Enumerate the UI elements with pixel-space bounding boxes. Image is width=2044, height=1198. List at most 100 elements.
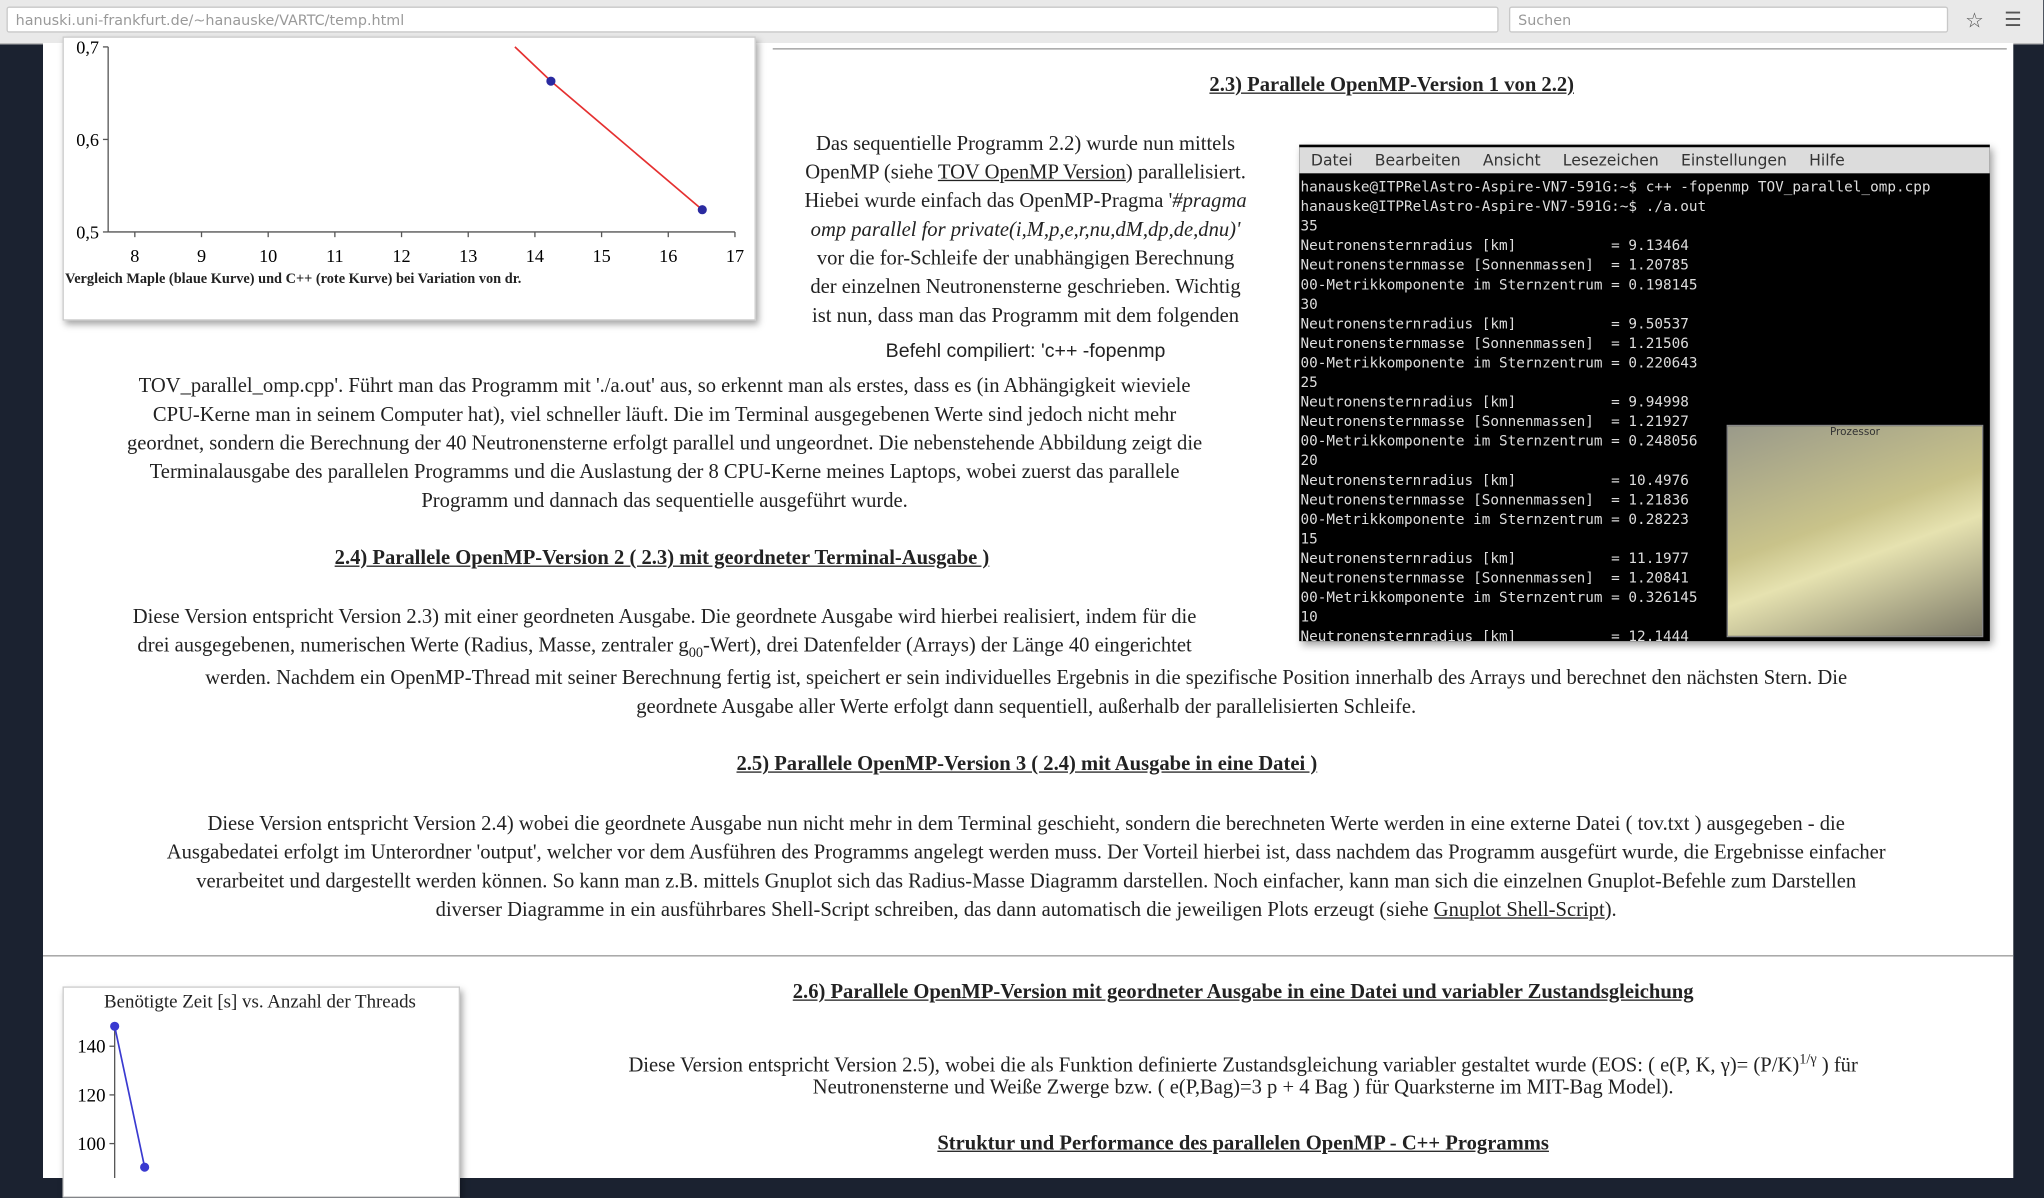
terminal-line: 00-Metrikkomponente im Sternzentrum = 0.… (1300, 510, 1688, 530)
text-line: der einzelnen Neutronensterne geschriebe… (765, 275, 1286, 301)
text-line: omp parallel for private(i,M,p,e,r,nu,dM… (765, 218, 1286, 244)
terminal-window: Datei Bearbeiten Ansicht Lesezeichen Einstel… (1299, 145, 1990, 641)
menu-item[interactable]: Lesezeichen (1563, 151, 1659, 169)
y-tick-label: 140 (77, 1037, 105, 1058)
x-tick-label: 15 (592, 246, 610, 266)
terminal-line: Neutronensternradius [km] = 12.1444 (1300, 627, 1688, 641)
text-line: CPU-Kerne man in seinem Computer hat), v… (46, 403, 1284, 429)
link[interactable]: Gnuplot Shell-Script (1434, 899, 1605, 921)
x-tick-label: 8 (130, 246, 139, 266)
terminal-line: Neutronensternradius [km] = 10.4976 (1300, 470, 1688, 490)
text-line: OpenMP (siehe TOV OpenMP Version) parall… (765, 160, 1286, 186)
stage: hanuski.uni-frankfurt.de/~hanauske/VARTC… (0, 0, 2043, 1178)
x-tick-label: 10 (259, 246, 277, 266)
terminal-line: 10 (1300, 607, 1317, 627)
italic-text: #pragma (1172, 190, 1246, 212)
terminal-line: Neutronensternradius [km] = 9.13464 (1300, 236, 1688, 256)
x-tick-label: 17 (726, 246, 744, 266)
text-line: Terminalausgabe des parallelen Programms… (46, 460, 1284, 486)
data-point (140, 1163, 149, 1172)
terminal-line: 00-Metrikkomponente im Sternzentrum = 0.… (1300, 431, 1697, 451)
subheading: Struktur und Performance des parallelen … (722, 1132, 1764, 1155)
terminal-line: Neutronensternradius [km] = 11.1977 (1300, 549, 1688, 569)
terminal-line: Neutronensternmasse [Sonnenmassen] = 1.2… (1300, 334, 1688, 354)
y-tick-label: 0,5 (76, 222, 99, 242)
text-line: Programm und dannach das sequentielle au… (46, 489, 1284, 515)
menu-item[interactable]: Datei (1311, 151, 1353, 169)
text-line: Diese Version entspricht Version 2.4) wo… (46, 812, 2007, 838)
data-line (115, 1026, 145, 1167)
menu-item[interactable]: Ansicht (1483, 151, 1541, 169)
menu-item[interactable]: Hilfe (1809, 151, 1845, 169)
superscript: 1/γ (1799, 1052, 1816, 1068)
data-point (698, 205, 707, 214)
terminal-line: Neutronensternmasse [Sonnenmassen] = 1.2… (1300, 490, 1688, 510)
text-line: TOV_parallel_omp.cpp'. Führt man das Pro… (46, 374, 1284, 400)
terminal-line: hanauske@ITPRelAstro-Aspire-VN7-591G:~$ … (1300, 197, 1706, 217)
text-line: Befehl compiliert: 'c++ -fopenmp (765, 339, 1286, 365)
screen: hanuski.uni-frankfurt.de/~hanauske/VARTC… (0, 0, 2044, 1178)
text-line: vor die for-Schleife der unabhängigen Be… (765, 246, 1286, 272)
text-line: Hiebei wurde einfach das OpenMP-Pragma '… (765, 189, 1286, 215)
menu-item[interactable]: Bearbeiten (1375, 151, 1461, 169)
text: diverser Diagramme in ein ausführbares S… (436, 899, 1434, 921)
separator (43, 955, 2013, 956)
section-heading: 2.6) Parallele OpenMP-Version mit geordn… (657, 981, 1830, 1004)
y-tick-label: 0,7 (76, 37, 99, 57)
processor-window: Prozessor (1727, 425, 1984, 637)
terminal-line: 00-Metrikkomponente im Sternzentrum = 0.… (1300, 588, 1697, 608)
text-line: ist nun, dass man das Programm mit dem f… (765, 304, 1286, 330)
text: ) parallelisiert. (1126, 162, 1246, 184)
text: -Wert), drei Datenfelder (Arrays) der Lä… (703, 635, 1192, 657)
terminal-line: Neutronensternradius [km] = 9.94998 (1300, 392, 1688, 412)
terminal-line: Neutronensternmasse [Sonnenmassen] = 1.2… (1300, 255, 1688, 275)
text: OpenMP (siehe (805, 162, 938, 184)
y-tick-label: 120 (77, 1085, 105, 1106)
data-point (546, 77, 555, 86)
link[interactable]: TOV OpenMP Version (938, 162, 1126, 184)
x-tick-label: 9 (197, 246, 206, 266)
terminal-line: hanauske@ITPRelAstro-Aspire-VN7-591G:~$ … (1300, 177, 1930, 197)
text-line: diverser Diagramme in ein ausführbares S… (46, 898, 2007, 924)
text: Hiebei wurde einfach das OpenMP-Pragma ' (804, 190, 1172, 212)
terminal-line: 30 (1300, 295, 1317, 315)
text-line: Neutronensterne und Weiße Zwerge bzw. ( … (461, 1075, 2025, 1101)
text: ). (1605, 899, 1617, 921)
text: drei ausgegebenen, numerischen Werte (Ra… (137, 635, 688, 657)
data-line (515, 47, 702, 210)
terminal-menu: Datei Bearbeiten Ansicht Lesezeichen Einstel… (1299, 147, 1990, 173)
terminal-line: 00-Metrikkomponente im Sternzentrum = 0.… (1300, 353, 1697, 373)
text-line: Das sequentielle Programm 2.2) wurde nun… (765, 132, 1286, 158)
terminal-line: 15 (1300, 529, 1317, 549)
menu-item[interactable]: Einstellungen (1681, 151, 1787, 169)
text-line: drei ausgegebenen, numerischen Werte (Ra… (46, 633, 1284, 666)
text-line: Diese Version entspricht Version 2.3) mi… (46, 605, 1284, 631)
x-tick-label: 14 (526, 246, 544, 266)
y-tick-label: 100 (77, 1134, 105, 1155)
text-line: werden. Nachdem ein OpenMP-Thread mit se… (46, 666, 2007, 692)
text-line: geordnet, sondern die Berechnung der 40 … (46, 431, 1284, 457)
section-heading: 2.4) Parallele OpenMP-Version 2 ( 2.3) m… (271, 547, 1053, 570)
terminal-line: 20 (1300, 451, 1317, 471)
terminal-line: 25 (1300, 373, 1317, 393)
terminal-line: Neutronensternmasse [Sonnenmassen] = 1.2… (1300, 568, 1688, 588)
text-line: geordnete Ausgabe aller Werte erfolgt da… (46, 695, 2007, 721)
text: Diese Version entspricht Version 2.5), w… (628, 1055, 1799, 1077)
x-tick-label: 12 (392, 246, 410, 266)
x-tick-label: 13 (459, 246, 477, 266)
terminal-line: Neutronensternmasse [Sonnenmassen] = 1.2… (1300, 412, 1688, 432)
section-heading: 2.5) Parallele OpenMP-Version 3 ( 2.4) m… (571, 753, 1483, 776)
section-heading: 2.3) Parallele OpenMP-Version 1 von 2.2) (1001, 74, 1783, 97)
data-point (110, 1022, 119, 1031)
y-tick-label: 0,6 (76, 130, 99, 150)
text-line: verarbeitet und dargestellt werden könne… (46, 869, 2007, 895)
subscript: 00 (689, 645, 703, 661)
terminal-line: 00-Metrikkomponente im Sternzentrum = 0.… (1300, 275, 1697, 295)
text-line: Ausgabedatei erfolgt im Unterordner 'out… (46, 840, 2007, 866)
terminal-line: Neutronensternradius [km] = 9.50537 (1300, 314, 1688, 334)
window-title: Prozessor (1728, 426, 1982, 438)
text: ) für (1817, 1055, 1858, 1077)
x-tick-label: 16 (659, 246, 677, 266)
separator (773, 48, 2007, 49)
terminal-line: 35 (1300, 216, 1317, 236)
